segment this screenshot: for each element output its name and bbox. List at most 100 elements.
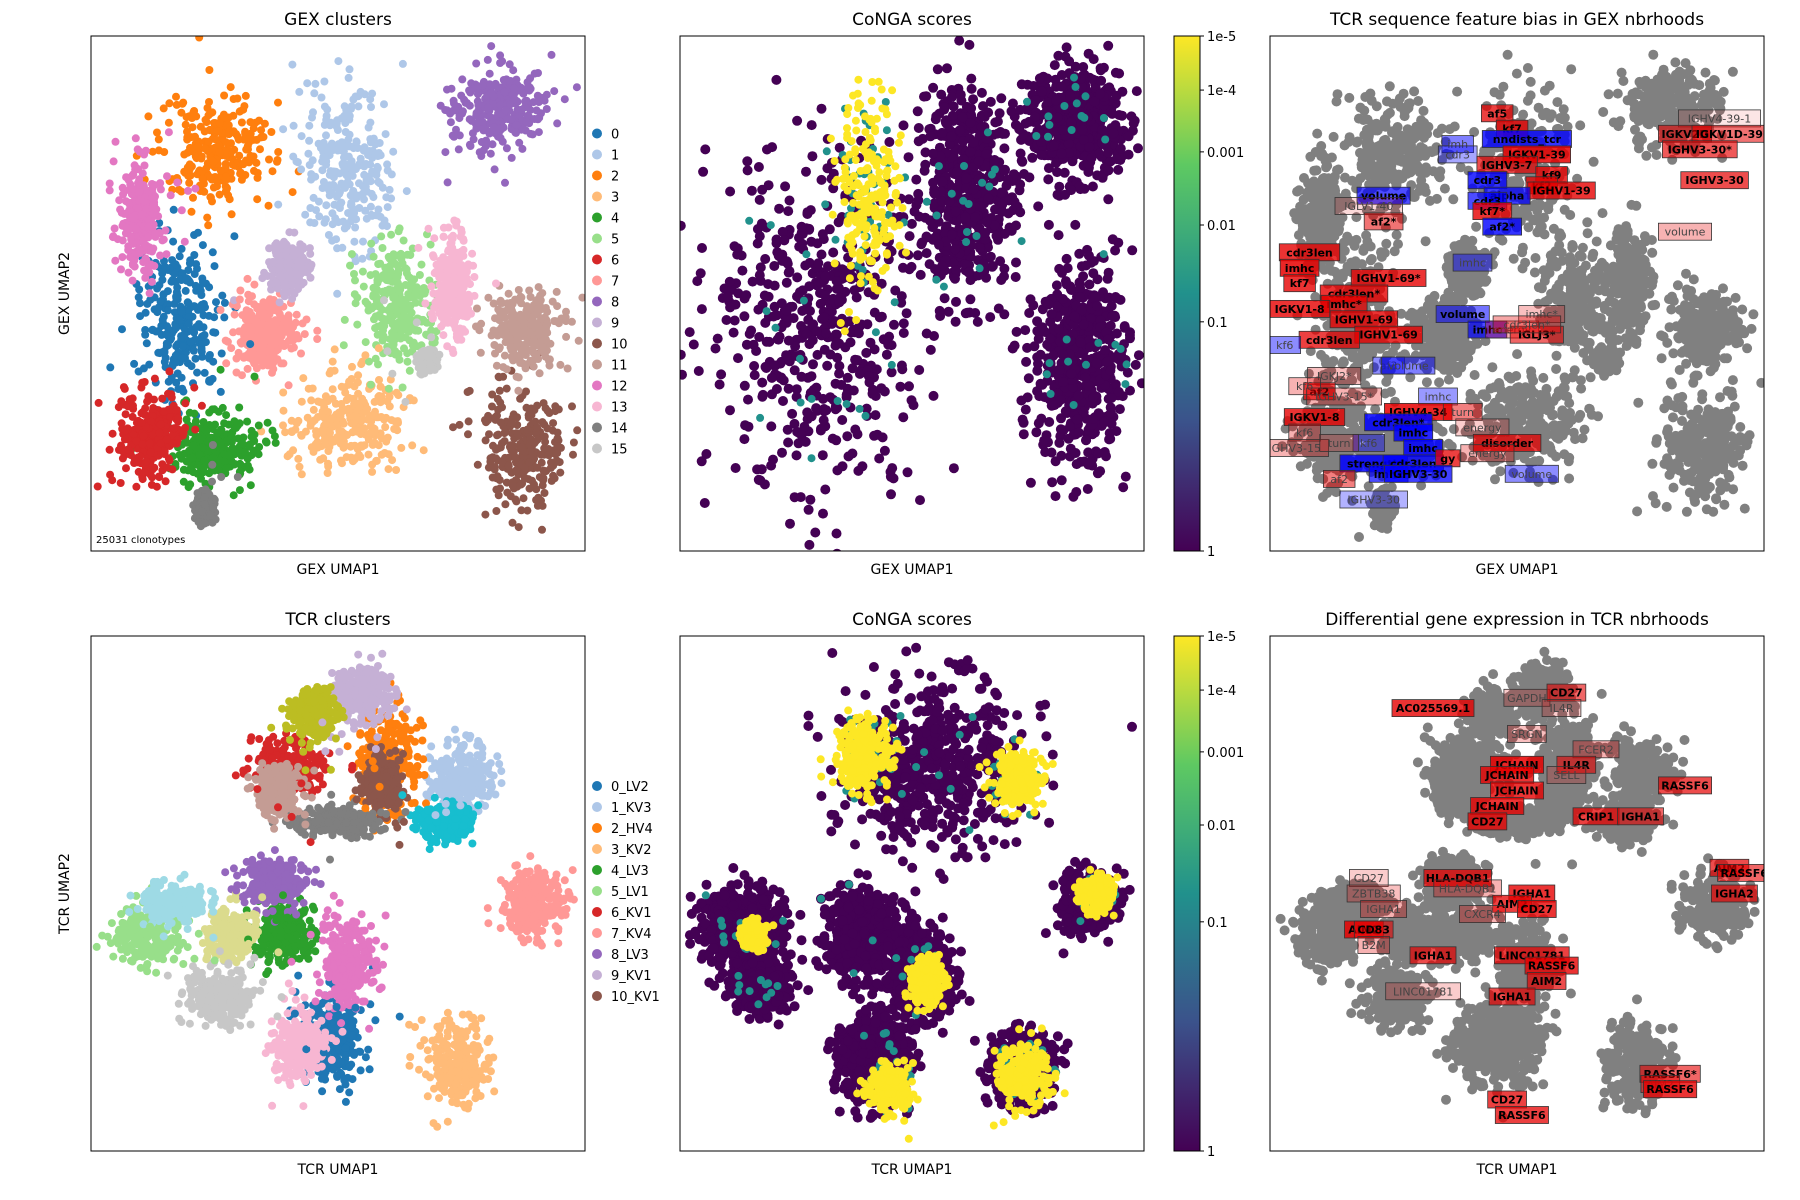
point bbox=[496, 134, 505, 143]
point bbox=[828, 247, 839, 258]
point bbox=[442, 262, 451, 271]
point bbox=[185, 160, 194, 169]
point bbox=[198, 241, 207, 250]
point bbox=[551, 317, 560, 326]
point bbox=[816, 103, 827, 114]
point bbox=[427, 282, 436, 291]
point bbox=[367, 103, 375, 111]
point bbox=[132, 437, 141, 446]
legend-marker bbox=[592, 254, 602, 265]
point bbox=[177, 307, 186, 316]
point bbox=[510, 95, 519, 104]
point bbox=[255, 310, 264, 319]
x-axis-label: GEX UMAP1 bbox=[297, 562, 380, 578]
point bbox=[158, 275, 167, 284]
point bbox=[430, 365, 439, 374]
point bbox=[288, 188, 297, 197]
point bbox=[401, 397, 410, 406]
legend-entry: 9 bbox=[611, 317, 619, 332]
point bbox=[209, 328, 218, 337]
point bbox=[316, 398, 325, 407]
cluster-points bbox=[274, 57, 411, 298]
point bbox=[367, 239, 376, 248]
point bbox=[328, 438, 337, 446]
point bbox=[850, 424, 861, 435]
point bbox=[169, 237, 178, 246]
point bbox=[761, 363, 772, 373]
point bbox=[247, 323, 255, 331]
point bbox=[273, 355, 282, 364]
point bbox=[741, 290, 752, 301]
legend-entry: 2 bbox=[611, 170, 619, 185]
point bbox=[349, 419, 358, 428]
point bbox=[128, 239, 137, 248]
point bbox=[272, 331, 281, 340]
point bbox=[345, 65, 354, 74]
point bbox=[325, 187, 334, 196]
point bbox=[394, 266, 403, 275]
point bbox=[751, 346, 762, 356]
point bbox=[560, 95, 569, 104]
point bbox=[501, 500, 510, 509]
point bbox=[725, 302, 736, 313]
point bbox=[329, 146, 338, 154]
point bbox=[350, 270, 358, 278]
point bbox=[830, 404, 841, 415]
point bbox=[232, 368, 241, 377]
point bbox=[168, 256, 177, 265]
point bbox=[498, 328, 507, 337]
point bbox=[138, 378, 147, 387]
point bbox=[521, 364, 530, 373]
point bbox=[197, 474, 205, 483]
point bbox=[272, 239, 281, 248]
point bbox=[353, 378, 362, 387]
point bbox=[517, 443, 526, 452]
point bbox=[523, 83, 532, 92]
point bbox=[333, 433, 342, 441]
point bbox=[465, 140, 474, 149]
point bbox=[301, 210, 310, 219]
point bbox=[201, 338, 210, 347]
point bbox=[351, 257, 360, 266]
point bbox=[328, 385, 337, 394]
point bbox=[239, 160, 248, 169]
point bbox=[505, 334, 514, 343]
point bbox=[443, 342, 452, 351]
point bbox=[391, 417, 400, 426]
point bbox=[783, 437, 794, 448]
point bbox=[297, 470, 306, 479]
point bbox=[128, 276, 137, 285]
point bbox=[120, 435, 129, 444]
point bbox=[244, 297, 253, 306]
point bbox=[473, 304, 481, 313]
point bbox=[538, 525, 546, 534]
point bbox=[389, 147, 398, 156]
point bbox=[874, 312, 885, 323]
point bbox=[781, 277, 792, 288]
point bbox=[284, 311, 293, 320]
point bbox=[445, 309, 454, 318]
cluster-points bbox=[258, 228, 316, 301]
point bbox=[358, 189, 367, 198]
point bbox=[341, 119, 350, 128]
point bbox=[522, 339, 531, 348]
point bbox=[177, 206, 186, 215]
point bbox=[335, 200, 344, 209]
point bbox=[475, 326, 484, 335]
point bbox=[181, 120, 190, 129]
point bbox=[843, 451, 854, 462]
point bbox=[172, 406, 181, 414]
point bbox=[538, 481, 547, 490]
point bbox=[153, 284, 162, 293]
point bbox=[417, 260, 426, 269]
point bbox=[507, 153, 516, 162]
legend-entry: 6 bbox=[611, 254, 619, 269]
point bbox=[193, 143, 202, 152]
legend-marker bbox=[592, 275, 602, 286]
point bbox=[819, 312, 830, 323]
point bbox=[436, 101, 445, 110]
legend-entry: 14 bbox=[611, 422, 628, 437]
point bbox=[348, 362, 356, 371]
point bbox=[164, 377, 173, 386]
point bbox=[156, 297, 165, 306]
